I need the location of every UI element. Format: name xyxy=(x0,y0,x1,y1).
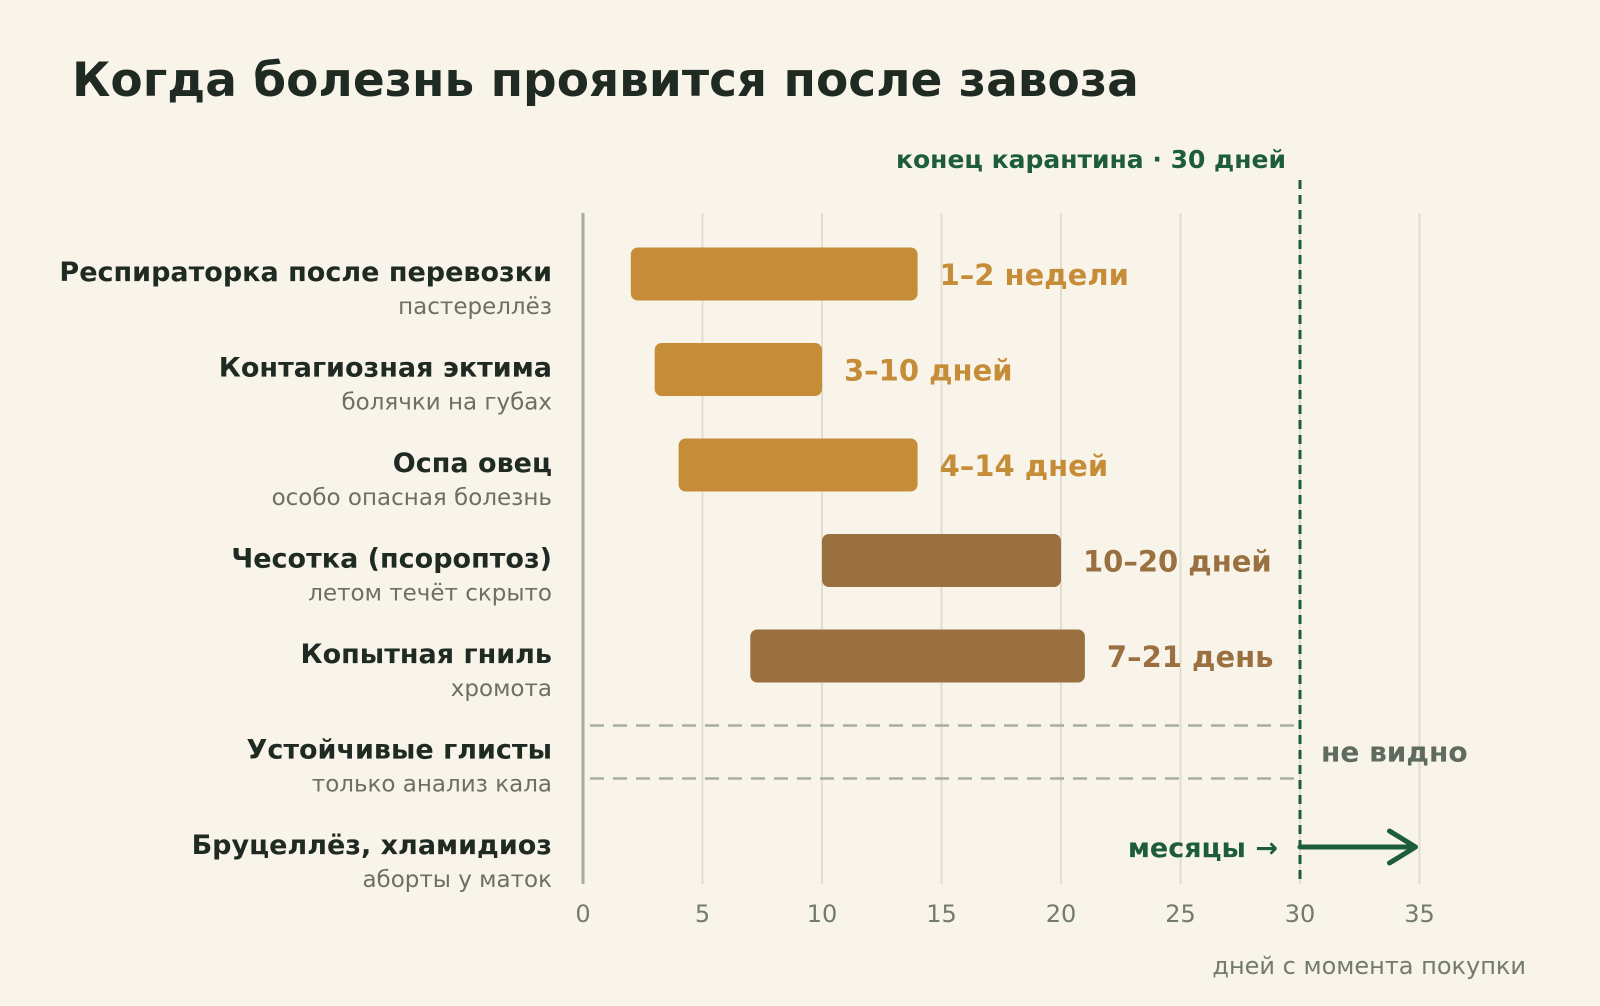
x-axis-label: дней с момента покупки xyxy=(1212,952,1526,980)
disease-row-4: Копытная гниль хромота 7–21 день xyxy=(301,629,1274,702)
hidden-label: не видно xyxy=(1321,736,1468,769)
x-tick-30: 30 xyxy=(1285,900,1316,928)
disease-row-2: Оспа овец особо опасная болезнь 4–14 дней xyxy=(272,438,1109,511)
x-tick-15: 15 xyxy=(926,900,957,928)
disease-subtitle: только анализ кала xyxy=(312,772,552,798)
x-tick-10: 10 xyxy=(807,900,838,928)
range-label: 7–21 день xyxy=(1107,640,1274,674)
disease-row-6: Бруцеллёз, хламидиоз аборты у маток месяцы… xyxy=(192,828,1418,893)
disease-name: Чесотка (псороптоз) xyxy=(231,544,552,575)
quarantine-label: конец карантина · 30 дней xyxy=(896,145,1286,174)
disease-subtitle: летом течёт скрыто xyxy=(308,581,552,607)
disease-name: Контагиозная эктима xyxy=(219,353,552,384)
disease-subtitle: болячки на губах xyxy=(341,390,552,416)
disease-name: Оспа овец xyxy=(393,448,552,479)
range-bar xyxy=(630,247,918,301)
quarantine-marker: конец карантина · 30 дней xyxy=(896,145,1302,884)
disease-name: Бруцеллёз, хламидиоз xyxy=(192,830,552,861)
x-tick-5: 5 xyxy=(695,900,710,928)
months-arrow-head xyxy=(1387,828,1418,866)
range-label: 10–20 дней xyxy=(1083,545,1272,579)
disease-subtitle: хромота xyxy=(451,676,552,702)
disease-subtitle: особо опасная болезнь xyxy=(272,485,552,511)
range-bar xyxy=(822,534,1061,587)
range-bar xyxy=(750,629,1085,683)
disease-row-3: Чесотка (псороптоз) летом течёт скрыто 10–… xyxy=(231,534,1272,607)
range-label: 3–10 дней xyxy=(844,354,1013,388)
x-ticks: 0 5 10 15 20 25 30 35 xyxy=(575,900,1434,928)
chart-title: Когда болезнь проявится после завоза xyxy=(72,53,1139,108)
x-tick-0: 0 xyxy=(575,900,590,928)
disease-row-1: Контагиозная эктима болячки на губах 3–10 … xyxy=(219,343,1013,416)
range-bar xyxy=(678,438,918,492)
disease-row-5: Устойчивые глисты только анализ кала не ви… xyxy=(247,724,1468,798)
months-label: месяцы → xyxy=(1128,833,1278,864)
disease-subtitle: аборты у маток xyxy=(362,867,552,893)
x-tick-35: 35 xyxy=(1404,900,1435,928)
range-bar xyxy=(654,343,822,396)
disease-name: Устойчивые глисты xyxy=(247,735,552,766)
disease-row-0: Респираторка после перевозки пастереллёз 1… xyxy=(59,247,1129,320)
range-label: 4–14 дней xyxy=(940,449,1109,483)
disease-name: Респираторка после перевозки xyxy=(59,257,552,288)
disease-subtitle: пастереллёз xyxy=(398,294,552,320)
x-tick-20: 20 xyxy=(1046,900,1077,928)
x-tick-25: 25 xyxy=(1165,900,1196,928)
range-label: 1–2 недели xyxy=(940,258,1129,292)
disease-name: Копытная гниль xyxy=(301,639,552,670)
disease-rows: Респираторка после перевозки пастереллёз 1… xyxy=(59,247,1468,893)
